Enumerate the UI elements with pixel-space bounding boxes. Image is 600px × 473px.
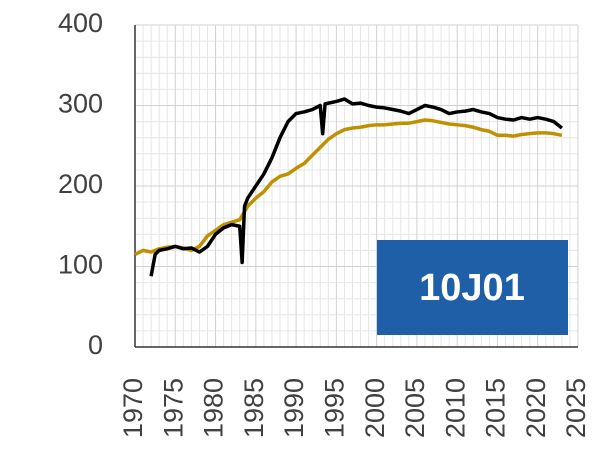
y-tick-label: 100 bbox=[58, 250, 103, 280]
x-tick-label: 1990 bbox=[279, 378, 309, 438]
y-tick-label: 300 bbox=[58, 89, 103, 119]
series-line bbox=[149, 97, 563, 277]
annotation: 10J01 bbox=[419, 267, 525, 309]
x-tick-label: 2020 bbox=[521, 378, 551, 438]
x-tick-label: 2025 bbox=[561, 378, 591, 438]
x-tick-label: 1975 bbox=[158, 378, 188, 438]
y-tick-label: 200 bbox=[58, 169, 103, 199]
x-tick-label: 1980 bbox=[199, 378, 229, 438]
annotation-box bbox=[377, 240, 568, 335]
y-tick-label: 400 bbox=[58, 8, 103, 38]
series-line bbox=[134, 118, 563, 256]
x-tick-label: 1970 bbox=[118, 378, 148, 438]
x-tick-label: 2000 bbox=[360, 378, 390, 438]
x-tick-label: 1995 bbox=[319, 378, 349, 438]
x-tick-label: 1985 bbox=[239, 378, 269, 438]
x-tick-label: 2010 bbox=[440, 378, 470, 438]
x-tick-label: 2005 bbox=[400, 378, 430, 438]
y-tick-label: 0 bbox=[88, 330, 103, 360]
x-tick-label: 2015 bbox=[481, 378, 511, 438]
